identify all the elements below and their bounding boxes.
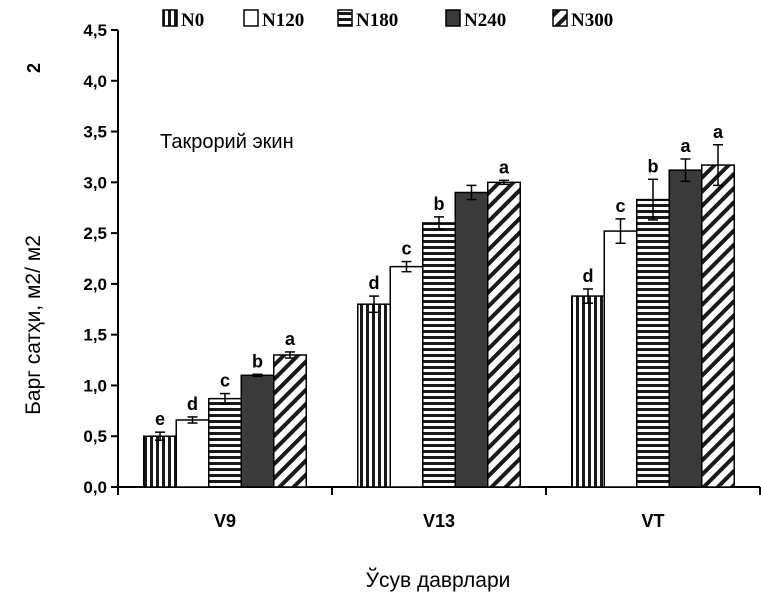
bar-N240-V9 [240, 374, 275, 488]
significance-letter: a [713, 122, 724, 142]
y-tick-label: 4,5 [83, 21, 107, 40]
legend-label-N0: N0 [181, 10, 204, 31]
significance-letter: a [285, 329, 296, 349]
x-tick-label: VT [641, 511, 664, 531]
bar-N300-V9 [273, 354, 307, 488]
significance-letter: c [401, 239, 411, 259]
chart-annotation: Такрорий экин [160, 131, 294, 153]
y-axis-label: Барг сатҳи, м2/ м2 [22, 235, 45, 415]
significance-letter: d [187, 394, 198, 414]
y-tick-label: 1,5 [83, 326, 107, 345]
bar-N0-V9 [143, 435, 177, 488]
significance-letter: d [583, 266, 594, 286]
x-tick-label: V9 [214, 511, 236, 531]
legend-label-N120: N120 [262, 10, 304, 31]
x-axis-label: Ўсув даврлари [366, 568, 511, 592]
significance-letter: c [615, 196, 625, 216]
y-tick-label: 0,0 [83, 478, 107, 497]
significance-letter: b [434, 194, 445, 214]
significance-letter: e [155, 409, 165, 429]
bar-N180-V13 [422, 222, 456, 488]
significance-letter: b [648, 156, 659, 176]
legend-label-N180: N180 [356, 10, 398, 31]
significance-letter: d [369, 273, 380, 293]
bar-N240-VT [668, 169, 703, 488]
bar-N120-V13 [389, 265, 424, 488]
significance-letter: a [499, 157, 510, 177]
bar-N120-VT [603, 230, 638, 488]
y-axis-extra-label: 2 [24, 63, 44, 73]
bar-N300-V13 [487, 181, 521, 488]
significance-letter: b [252, 351, 263, 371]
legend-swatch-N120 [243, 9, 259, 27]
legend-label-N240: N240 [464, 10, 506, 31]
bar-N240-V13 [454, 191, 489, 488]
y-tick-label: 3,0 [83, 173, 107, 192]
y-tick-label: 2,5 [83, 224, 107, 243]
bars: e d c b a d c b a d c b a a [143, 122, 735, 488]
bar-N120-V9 [175, 419, 210, 488]
bar-N0-VT [571, 295, 605, 488]
legend-swatch-N300 [552, 9, 568, 27]
y-tick-label: 3,5 [83, 123, 107, 142]
significance-letter: a [680, 136, 691, 156]
legend-swatch-N0 [162, 9, 178, 27]
legend-swatch-N180 [337, 9, 353, 27]
y-tick-label: 1,0 [83, 376, 107, 395]
x-tick-label: V13 [423, 511, 455, 531]
bar-N0-V13 [357, 303, 391, 488]
y-tick-label: 4,0 [83, 72, 107, 91]
y-tick-label: 2,0 [83, 275, 107, 294]
bar-N180-V9 [208, 397, 242, 488]
bar-N300-VT [701, 164, 735, 488]
bar-N180-VT [636, 198, 670, 488]
y-tick-label: 0,5 [83, 427, 107, 446]
significance-letter: c [220, 371, 230, 391]
legend: N0 N120 N180 N240 N300 [162, 9, 613, 31]
legend-label-N300: N300 [571, 10, 613, 31]
legend-swatch-N240 [445, 9, 461, 27]
